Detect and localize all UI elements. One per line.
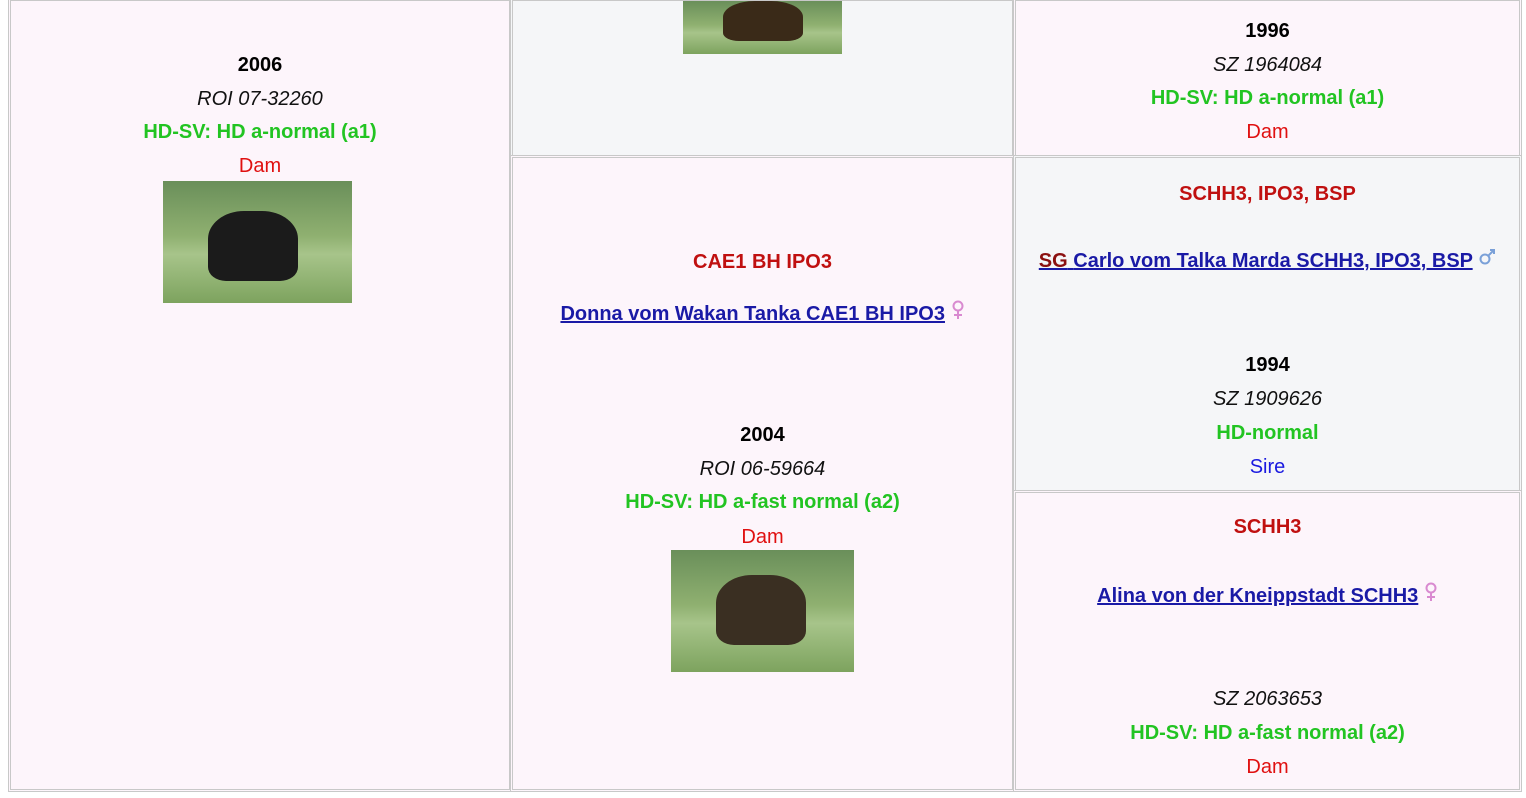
hip-rating: HD-SV: HD a-fast normal (a2) <box>625 491 900 513</box>
pedigree-cell <box>510 0 1015 158</box>
hip-rating: HD-normal <box>1216 422 1319 444</box>
role: Dam <box>238 155 282 177</box>
link-text: Carlo vom Talka Marda SCHH3, IPO3, BSP <box>1073 250 1473 272</box>
pedigree-cell: 1996 SZ 1964084 HD-SV: HD a-normal (a1) … <box>1013 0 1522 158</box>
role: Dam <box>1246 121 1289 143</box>
link-row: Donna vom Wakan Tanka CAE1 BH IPO3 <box>513 297 1012 332</box>
link-prefix: SG <box>1038 250 1068 272</box>
registration: SZ 1964084 <box>1213 54 1322 76</box>
role: Dam <box>1246 756 1289 778</box>
dog-photo <box>671 550 854 672</box>
registration: ROI 06-59664 <box>699 458 826 480</box>
hip-rating: HD-SV: HD a-normal (a1) <box>1150 87 1385 109</box>
dog-link[interactable]: SG Carlo vom Talka Marda SCHH3, IPO3, BS… <box>1039 250 1473 272</box>
registration: ROI 07-32260 <box>197 88 323 110</box>
dog-photo <box>683 1 842 54</box>
hip-rating: HD-SV: HD a-fast normal (a2) <box>1130 722 1405 744</box>
hip-rating: HD-SV: HD a-normal (a1) <box>143 121 377 143</box>
year: 2004 <box>740 424 785 446</box>
year: 2006 <box>237 54 283 76</box>
titles: SCHH3, IPO3, BSP <box>1179 183 1356 205</box>
link-row: SG Carlo vom Talka Marda SCHH3, IPO3, BS… <box>1016 244 1519 279</box>
pedigree-cell: SCHH3, IPO3, BSP SG Carlo vom Talka Mard… <box>1013 155 1522 493</box>
registration: SZ 2063653 <box>1213 688 1322 710</box>
male-icon <box>1479 249 1496 265</box>
female-icon <box>1425 582 1437 601</box>
female-icon <box>952 300 964 319</box>
pedigree-cell: SCHH3 Alina von der Kneippstadt SCHH3 SZ… <box>1013 490 1522 792</box>
dog-link[interactable]: Alina von der Kneippstadt SCHH3 <box>1097 585 1419 607</box>
titles: SCHH3 <box>1233 516 1302 538</box>
role: Dam <box>741 526 784 548</box>
dog-link[interactable]: Donna vom Wakan Tanka CAE1 BH IPO3 <box>560 303 945 325</box>
year: 1996 <box>1245 20 1290 42</box>
year: 1994 <box>1245 354 1290 376</box>
pedigree-cell: 2006 ROI 07-32260 HD-SV: HD a-normal (a1… <box>8 0 512 792</box>
pedigree-cell: CAE1 BH IPO3 Donna vom Wakan Tanka CAE1 … <box>510 155 1015 792</box>
titles: CAE1 BH IPO3 <box>693 251 832 273</box>
registration: SZ 1909626 <box>1213 388 1322 410</box>
link-row: Alina von der Kneippstadt SCHH3 <box>1016 579 1519 614</box>
dog-photo <box>163 181 352 303</box>
role: Sire <box>1249 456 1286 478</box>
